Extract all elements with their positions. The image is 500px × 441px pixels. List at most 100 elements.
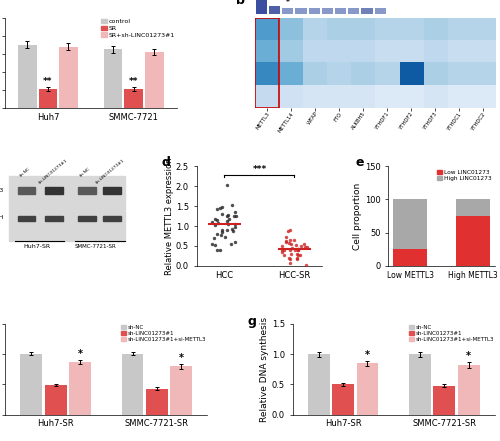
- Bar: [458, 365, 479, 415]
- Bar: [44, 385, 66, 415]
- Point: [232, 213, 239, 220]
- Text: SMMC-7721-SR: SMMC-7721-SR: [74, 244, 116, 249]
- Point: [224, 212, 232, 219]
- Point: [286, 240, 294, 247]
- Legend: sh-NC, sh-LINC01273#1, sh-LINC01273#1+si-METTL3: sh-NC, sh-LINC01273#1, sh-LINC01273#1+si…: [120, 325, 207, 342]
- Point: [224, 220, 232, 227]
- Point: [302, 262, 310, 269]
- Point: [223, 217, 231, 224]
- Point: [286, 259, 294, 266]
- Point: [213, 230, 221, 237]
- Bar: [170, 366, 192, 415]
- Text: *: *: [78, 349, 82, 359]
- Legend: control, SR, SR+sh-LINC01273#1: control, SR, SR+sh-LINC01273#1: [100, 18, 176, 38]
- Y-axis label: Relative DNA synthesis: Relative DNA synthesis: [260, 317, 269, 422]
- Bar: [124, 89, 143, 108]
- Text: *: *: [466, 351, 471, 361]
- Bar: [103, 216, 120, 221]
- Point: [294, 245, 302, 252]
- Text: ***: ***: [252, 165, 266, 174]
- Point: [223, 213, 231, 220]
- Text: sh-LINC01273#1: sh-LINC01273#1: [96, 158, 126, 185]
- Point: [286, 237, 294, 244]
- Text: **: **: [43, 77, 52, 86]
- Bar: [393, 199, 428, 249]
- Point: [302, 244, 310, 251]
- Point: [231, 220, 239, 227]
- Point: [300, 241, 308, 248]
- Point: [294, 247, 302, 254]
- Point: [285, 254, 293, 262]
- Bar: [78, 216, 96, 221]
- Text: sh-LINC01273#1: sh-LINC01273#1: [38, 158, 68, 185]
- Point: [288, 244, 296, 251]
- Bar: [409, 354, 431, 415]
- Point: [228, 225, 235, 232]
- Point: [213, 206, 221, 213]
- Point: [286, 226, 294, 233]
- Bar: [20, 354, 42, 415]
- Bar: [255, 18, 279, 108]
- Point: [218, 203, 226, 210]
- Point: [218, 227, 226, 234]
- Point: [218, 210, 226, 217]
- Legend: Low LINC01273, High LINC01273: Low LINC01273, High LINC01273: [436, 169, 492, 182]
- Text: GAPDH: GAPDH: [0, 215, 4, 220]
- Point: [288, 241, 296, 248]
- Point: [296, 252, 304, 259]
- Point: [280, 247, 288, 254]
- Bar: [145, 52, 164, 108]
- Bar: [9, 176, 124, 241]
- Point: [278, 247, 286, 254]
- Bar: [46, 187, 63, 194]
- Text: g: g: [248, 315, 257, 328]
- Bar: [146, 389, 168, 415]
- Point: [293, 251, 301, 258]
- Bar: [332, 385, 354, 415]
- Point: [216, 205, 224, 212]
- Legend: sh-NC, sh-LINC01273#1, sh-LINC01273#1+si-METTL3: sh-NC, sh-LINC01273#1, sh-LINC01273#1+si…: [408, 325, 494, 342]
- Point: [284, 227, 292, 234]
- Point: [278, 249, 286, 256]
- Text: *: *: [178, 353, 184, 363]
- Bar: [434, 385, 456, 415]
- Point: [282, 234, 290, 241]
- Text: sh-NC: sh-NC: [19, 166, 32, 177]
- Text: **: **: [129, 77, 138, 86]
- Point: [292, 246, 300, 253]
- Bar: [18, 216, 35, 221]
- Point: [210, 216, 218, 223]
- Point: [225, 216, 233, 223]
- Point: [294, 245, 302, 252]
- Point: [292, 241, 300, 248]
- Bar: [456, 199, 490, 216]
- Text: e: e: [356, 156, 364, 169]
- Text: sh-NC: sh-NC: [80, 166, 92, 177]
- Text: *: *: [365, 350, 370, 359]
- Text: METTL3: METTL3: [0, 188, 4, 193]
- Point: [216, 247, 224, 254]
- Point: [230, 212, 238, 219]
- Bar: [59, 47, 78, 108]
- Point: [282, 237, 290, 244]
- Point: [208, 240, 216, 247]
- Point: [212, 247, 220, 254]
- Point: [290, 237, 298, 244]
- Text: d: d: [162, 156, 170, 169]
- Point: [213, 217, 221, 224]
- Point: [278, 243, 286, 250]
- Point: [282, 238, 290, 245]
- Point: [294, 252, 302, 259]
- Point: [232, 224, 239, 231]
- Point: [296, 243, 304, 250]
- Point: [286, 247, 294, 254]
- Point: [208, 218, 216, 225]
- Bar: [46, 216, 63, 221]
- Point: [228, 240, 235, 247]
- Point: [224, 226, 232, 233]
- Bar: [308, 354, 330, 415]
- Bar: [103, 187, 120, 194]
- Text: Huh7-SR: Huh7-SR: [23, 244, 50, 249]
- Point: [286, 250, 294, 258]
- Bar: [38, 89, 57, 108]
